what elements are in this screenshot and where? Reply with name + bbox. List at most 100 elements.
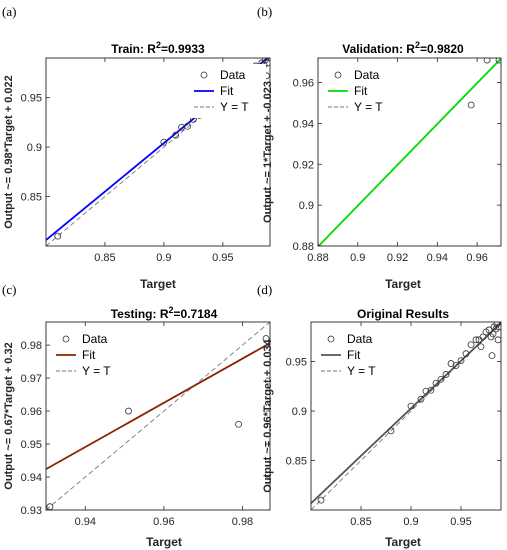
panel-a-y-tick-label: 0.9 — [27, 142, 42, 154]
panel-b-legend-label: Fit — [354, 84, 368, 98]
panel-b-x-tick-label: 0.9 — [350, 252, 365, 264]
panel-b-legend-label: Data — [354, 68, 380, 82]
panel-d-x-tick-label: 0.9 — [403, 516, 418, 528]
panel-a-y-axis-label: Output ~= 0.98*Target + 0.022 — [3, 75, 15, 229]
panel-d-identity-line — [311, 322, 501, 510]
panel-c-y-tick-label: 0.98 — [21, 340, 42, 352]
panel-d-x-axis-label: Target — [385, 535, 421, 549]
panel-b: (b) Validation: R2=0.9820 0.88 0.9 0.92 0.9… — [257, 4, 502, 291]
panel-c-x-tick-label: 0.98 — [232, 516, 253, 528]
panel-b-x-tick-label: 0.96 — [466, 252, 487, 264]
panel-d-legend-data-marker — [327, 335, 335, 343]
panel-c-data-layer — [46, 322, 270, 510]
panel-c-x-tick-label: 0.94 — [75, 516, 96, 528]
panel-b-y-tick-label: 0.96 — [293, 78, 314, 90]
panel-a-data-point — [264, 59, 270, 67]
panel-b-y-axis-label: Output ~= 1*Target + -0.023 — [262, 81, 274, 223]
panel-d-data-point — [432, 379, 440, 387]
panel-d-axes-box — [310, 321, 502, 511]
panel-letter-c: (c) — [2, 282, 16, 297]
panel-d-plot: 0.85 0.9 0.95 0.85 0.9 0.95 Data Fit Y = T — [286, 321, 502, 528]
panel-c-title: Testing: R2=0.7184 — [111, 305, 218, 321]
panel-a-y-tick-label: 0.95 — [21, 93, 42, 105]
panel-d-x-tick-label: 0.85 — [350, 516, 371, 528]
panel-d-fit-line — [311, 322, 501, 505]
panel-c-data-point — [125, 407, 132, 415]
panel-c: (c) Testing: R2=0.7184 0.94 0.96 0.980.930… — [2, 282, 271, 549]
panel-d-data-point — [477, 343, 485, 351]
panel-c-identity-line — [46, 322, 270, 510]
panel-d-data-point — [488, 352, 496, 360]
panel-d-data-point — [457, 357, 465, 364]
panel-a-legend-data-marker — [200, 71, 208, 79]
panel-c-y-tick-label: 0.93 — [21, 505, 42, 517]
panel-a-legend-label: Data — [220, 68, 246, 82]
panel-c-data-point — [262, 335, 270, 342]
panel-d-data-point — [417, 395, 425, 403]
panel-a-data-point — [160, 138, 168, 146]
panel-b-y-tick-label: 0.92 — [293, 159, 314, 171]
panel-b-x-axis-label: Target — [385, 277, 421, 291]
panel-b-x-tick-label: 0.94 — [427, 252, 448, 264]
panel-a-title: Train: R2=0.9933 — [111, 40, 205, 56]
panel-d-legend-label: Fit — [347, 348, 361, 362]
panel-a-legend-label: Fit — [220, 84, 234, 98]
panel-d-y-tick-label: 0.9 — [292, 406, 307, 418]
panel-c-axes-box — [45, 321, 271, 511]
panel-d-data-point — [407, 402, 415, 410]
panel-d-data-point — [494, 336, 501, 344]
panel-d-data-point — [462, 350, 470, 358]
panel-d-data-point — [317, 496, 325, 504]
panel-letter-b: (b) — [257, 4, 272, 19]
panel-b-title: Validation: R2=0.9820 — [342, 40, 464, 56]
panel-d-data-point — [472, 336, 480, 344]
panel-d-data-point — [422, 387, 430, 395]
panel-b-y-tick-label: 0.94 — [293, 118, 314, 130]
panel-c-y-tick-label: 0.96 — [21, 406, 42, 418]
panel-c-plot: 0.94 0.96 0.98 0.93 0.94 0.95 0.96 0.97 0.98 Data… — [21, 321, 271, 528]
panel-c-legend-label: Data — [82, 332, 108, 346]
panel-b-y-tick-label: 0.9 — [299, 200, 314, 212]
panel-a-axes-box — [45, 57, 271, 247]
panel-letter-d: (d) — [257, 282, 272, 297]
panel-c-y-tick-label: 0.95 — [21, 439, 42, 451]
panel-d-data-point — [467, 341, 475, 349]
panel-b-legend: Data Fit Y = T — [324, 64, 400, 118]
panel-d-legend: Data Fit Y = T — [317, 328, 393, 382]
panel-b-legend-label: Y = T — [354, 100, 383, 114]
panel-b-x-tick-label: 0.88 — [307, 252, 328, 264]
panel-c-legend-label: Fit — [82, 348, 96, 362]
panel-letter-a: (a) — [2, 4, 16, 19]
panel-d-data-point — [479, 333, 487, 341]
panel-b-data-point — [495, 58, 501, 64]
panel-d-data-point — [387, 427, 395, 435]
panel-d-data-point — [452, 362, 460, 369]
panel-d: (d) Original Results 0.85 0.9 0.95 0.85 0.9 0… — [257, 282, 502, 549]
panel-d-data-point — [442, 371, 450, 378]
panel-d-y-tick-label: 0.85 — [286, 456, 307, 468]
panel-d-legend-label: Y = T — [347, 364, 376, 378]
panel-c-legend: Data Fit Y = T — [52, 328, 128, 382]
panel-d-y-axis-label: Output ~= 0.96*Target + 0.034 — [262, 338, 274, 492]
panel-a-plot: 0.85 0.9 0.95 0.85 0.9 0.95 Data Fit Y = T — [21, 57, 271, 264]
panel-a-data-point — [172, 131, 180, 139]
panel-d-data-point — [427, 386, 435, 394]
panel-d-x-tick-label: 0.95 — [450, 516, 471, 528]
panel-c-x-tick-label: 0.96 — [153, 516, 174, 528]
panel-d-y-tick-label: 0.95 — [286, 357, 307, 369]
panel-c-y-axis-label: Output ~= 0.67*Target + 0.32 — [3, 342, 15, 489]
panel-b-legend-data-marker — [334, 71, 342, 79]
panel-a-x-tick-label: 0.95 — [212, 252, 233, 264]
panel-b-axes-box — [317, 57, 502, 247]
panel-d-data-layer — [311, 322, 501, 510]
panel-a-data-point — [184, 122, 191, 130]
panel-a-y-tick-label: 0.85 — [21, 192, 42, 204]
panel-c-data-point — [235, 420, 242, 428]
panel-c-legend-data-marker — [62, 335, 70, 343]
panel-c-y-tick-label: 0.94 — [21, 472, 42, 484]
panel-c-fit-line — [46, 342, 270, 470]
panel-d-data-point — [437, 375, 445, 383]
panel-a-data-point — [54, 232, 62, 240]
panel-d-title: Original Results — [357, 307, 449, 321]
panel-c-y-tick-label: 0.97 — [21, 373, 42, 385]
